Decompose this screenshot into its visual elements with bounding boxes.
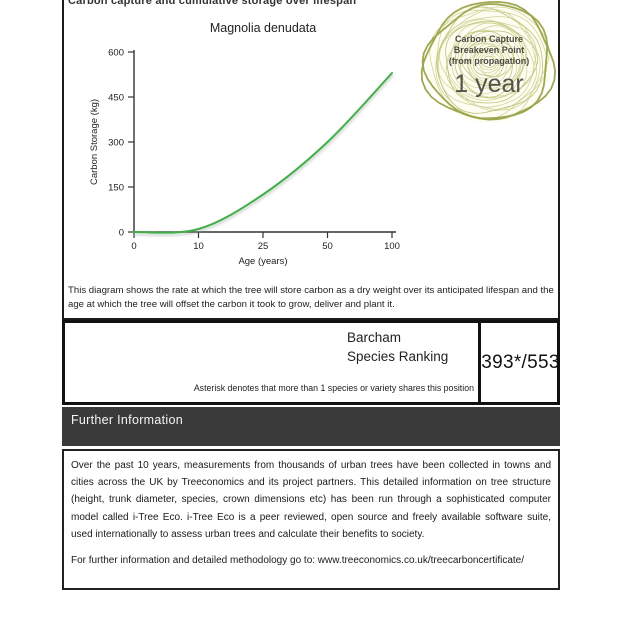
further-information-panel: Over the past 10 years, measurements fro… (62, 449, 560, 590)
species-ranking-value: 393*/553 (481, 351, 560, 373)
further-information-header: Further Information (71, 413, 183, 427)
y-tick-label: 150 (108, 182, 124, 193)
x-axis-label: Age (years) (238, 256, 287, 267)
x-tick-label: 50 (322, 241, 333, 252)
y-tick-label: 450 (108, 92, 124, 103)
chart-axes (133, 50, 396, 233)
x-tick-label: 0 (131, 241, 136, 252)
tree-rings-icon (420, 0, 557, 121)
further-information-body: Over the past 10 years, measurements fro… (71, 460, 551, 540)
carbon-storage-chart: Magnolia denudata 0 150 300 450 600 0 10 25 50 100… (89, 21, 400, 267)
x-tick-label: 25 (258, 241, 269, 252)
badge-line1: Carbon Capture (455, 34, 523, 44)
ranking-label-line1: Barcham (347, 330, 402, 345)
methodology-link-text: For further information and detailed met… (71, 555, 525, 567)
y-tick-label: 0 (119, 227, 124, 238)
badge-line3: (from propagation) (449, 56, 530, 66)
chart-title: Magnolia denudata (210, 21, 316, 35)
badge-value: 1 year (454, 70, 523, 98)
ranking-label-line2: Species Ranking (347, 348, 449, 364)
badge-line2: Breakeven Point (454, 45, 525, 55)
chart-description: This diagram shows the rate at which the… (68, 285, 554, 310)
page-title: Carbon capture and cumulative storage ov… (68, 0, 357, 7)
carbon-storage-curve (133, 72, 393, 234)
further-information-bar: Further Information (62, 407, 560, 446)
species-ranking-value-cell: 393*/553 (478, 320, 560, 405)
y-tick-label: 300 (108, 137, 124, 148)
y-tick-label: 600 (108, 47, 124, 58)
species-ranking-panel (62, 320, 560, 405)
x-tick-label: 100 (384, 241, 400, 252)
x-tick-label: 10 (193, 241, 204, 252)
species-ranking-label: Barcham Species Ranking (347, 329, 448, 366)
asterisk-note: Asterisk denotes that more than 1 specie… (193, 383, 474, 393)
y-axis-label: Carbon Storage (kg) (89, 99, 100, 185)
